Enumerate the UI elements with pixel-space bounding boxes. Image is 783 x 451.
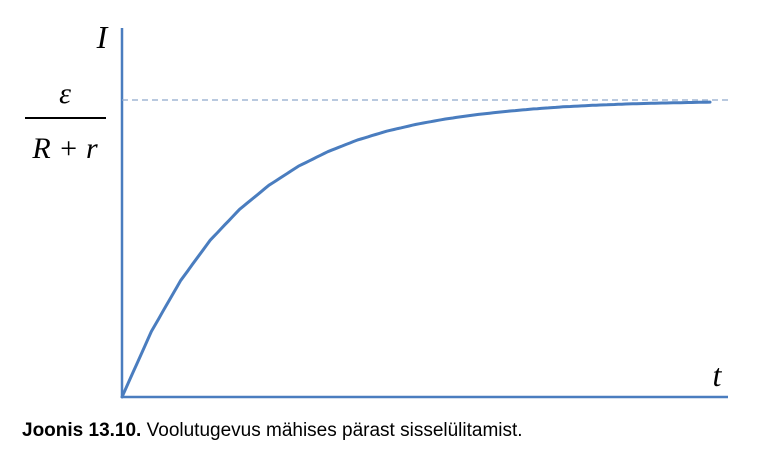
- axes: [120, 28, 728, 399]
- y-axis-label: I: [96, 19, 109, 55]
- asymptote-label-numerator: ε: [59, 77, 71, 110]
- asymptote-label-denominator: R + r: [31, 132, 98, 165]
- chart: I t ε R + r: [25, 19, 728, 399]
- caption-text: Voolutugevus mähises pärast sisselülitam…: [141, 420, 523, 441]
- asymptote-label: ε R + r: [25, 77, 106, 165]
- x-axis-label: t: [713, 357, 723, 393]
- figure-caption: Joonis 13.10. Voolutugevus mähises päras…: [22, 420, 523, 442]
- series-current-curve: [120, 100, 712, 399]
- caption-label: Joonis 13.10.: [22, 420, 142, 441]
